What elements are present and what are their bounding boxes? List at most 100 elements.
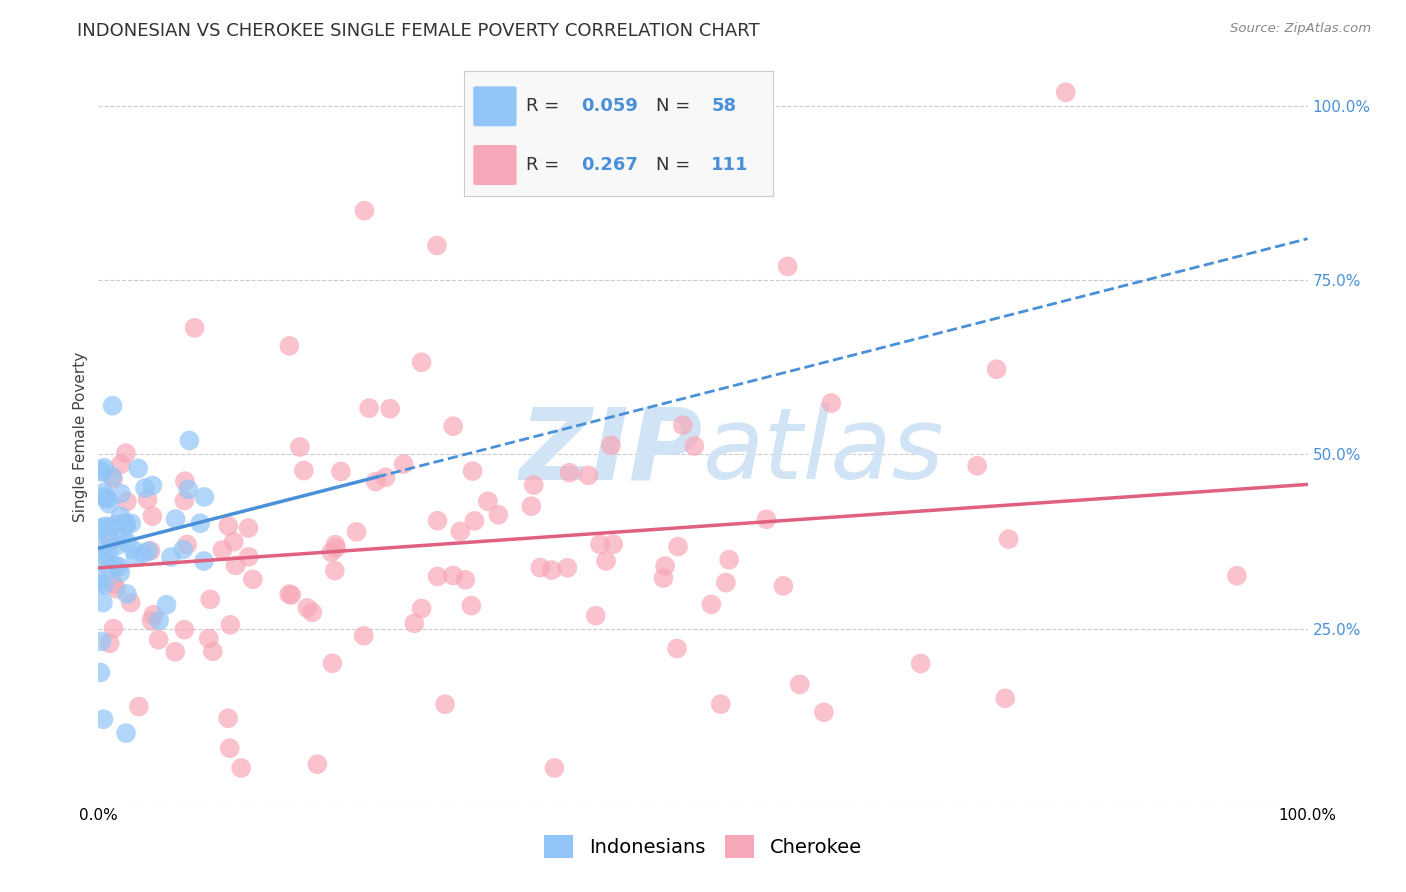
Point [910,657,932,671]
FancyBboxPatch shape [474,145,516,185]
Point [136,492,159,507]
Point [89,463,111,477]
Point [176,537,198,551]
Point [222,534,245,549]
Point [89,571,111,585]
Point [602,537,624,551]
Point [225,558,247,573]
Point [98,520,121,534]
Point [441,568,464,582]
Point [183,321,205,335]
FancyBboxPatch shape [474,87,516,127]
Point [104,517,127,532]
Point [218,741,240,756]
Point [595,554,617,568]
Point [115,494,138,508]
Text: R =: R = [526,97,565,115]
Point [139,544,162,558]
Point [392,457,415,471]
Point [278,339,301,353]
Point [101,469,124,483]
Point [374,470,396,484]
Point [278,587,301,601]
Point [155,598,177,612]
Text: N =: N = [655,156,696,174]
Point [97,497,120,511]
Point [120,596,142,610]
Point [325,541,347,555]
Point [683,439,706,453]
Point [201,644,224,658]
Point [96,491,118,506]
Point [378,401,401,416]
Point [280,588,302,602]
Point [242,572,264,586]
Point [93,552,115,566]
Point [94,549,117,563]
Point [160,549,183,564]
Point [134,481,156,495]
Point [101,399,124,413]
Point [198,592,221,607]
Point [520,499,543,513]
Point [323,564,346,578]
Text: Source: ZipAtlas.com: Source: ZipAtlas.com [1230,22,1371,36]
Point [179,434,201,448]
Point [219,618,242,632]
Point [115,587,138,601]
Point [477,494,499,508]
Point [718,552,741,566]
Point [110,486,132,500]
Point [411,601,433,615]
Point [115,726,138,740]
Point [755,512,778,526]
Point [132,546,155,560]
Point [98,532,121,546]
Text: 111: 111 [711,156,749,174]
Point [141,614,163,628]
Point [585,608,607,623]
Point [329,465,352,479]
Point [994,691,1017,706]
Point [529,560,551,574]
Point [91,596,114,610]
Point [105,538,128,552]
Point [714,575,737,590]
Point [486,508,509,522]
Point [461,464,484,478]
Point [103,577,125,591]
Point [93,490,115,504]
Point [672,418,695,433]
Point [120,516,142,531]
Point [93,578,115,592]
Point [173,493,195,508]
Point [576,468,599,483]
Text: 0.059: 0.059 [582,97,638,115]
Point [89,665,111,680]
Point [148,632,170,647]
Point [172,542,194,557]
Point [557,561,579,575]
Point [710,697,733,711]
Point [449,524,471,539]
Point [353,203,375,218]
Point [124,550,146,565]
Point [238,521,260,535]
Point [108,559,131,574]
Point [165,512,187,526]
Point [589,537,612,551]
Point [666,641,689,656]
Point [789,677,811,691]
Point [1226,568,1249,582]
Point [404,616,426,631]
Text: N =: N = [655,97,696,115]
Point [600,438,623,452]
Point [177,483,200,497]
Point [820,396,842,410]
Point [813,705,835,719]
Point [346,524,368,539]
Text: 58: 58 [711,97,737,115]
Point [426,514,449,528]
Point [238,549,260,564]
Point [454,573,477,587]
